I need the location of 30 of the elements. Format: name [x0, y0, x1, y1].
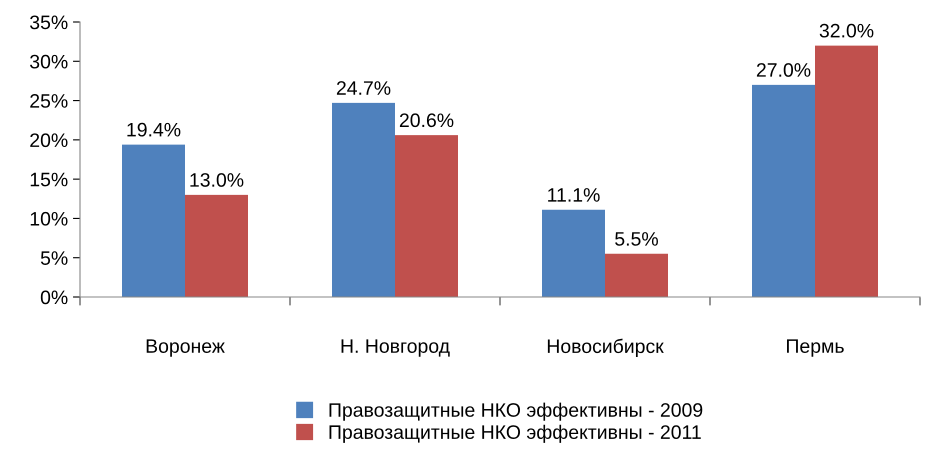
- y-tick-label: 0%: [40, 290, 68, 304]
- x-tick-label: Новосибирск: [548, 338, 664, 357]
- y-tick-label: 30%: [30, 54, 68, 69]
- bar: [332, 102, 395, 297]
- x-tick-label: Воронеж: [146, 339, 225, 357]
- bar: [605, 254, 668, 297]
- data-label: 20.6%: [400, 113, 454, 128]
- bar: [395, 135, 458, 297]
- bar: [122, 144, 185, 297]
- y-tick-label: 15%: [30, 172, 68, 186]
- data-label: 11.1%: [548, 188, 600, 202]
- data-label: 13.0%: [190, 173, 244, 187]
- data-label: 19.4%: [127, 122, 180, 137]
- y-tick-label: 35%: [30, 15, 68, 30]
- data-label: 5.5%: [615, 232, 658, 246]
- y-tick-label: 20%: [30, 133, 68, 148]
- bar: [542, 210, 605, 297]
- bar: [185, 194, 248, 297]
- data-label: 27.0%: [756, 63, 810, 77]
- bar: [815, 46, 878, 297]
- legend-label: Правозащитные НКО эффективны - 2011: [330, 424, 701, 443]
- legend-label: Правозащитные НКО эффективны - 2009: [330, 402, 702, 421]
- y-tick-label: 5%: [40, 251, 68, 265]
- data-label: 32.0%: [820, 24, 874, 38]
- y-tick-label: 25%: [30, 94, 68, 108]
- x-tick-label: Н. Новгород: [342, 339, 450, 357]
- bar: [752, 84, 815, 297]
- data-label: 24.7%: [336, 81, 390, 95]
- x-tick-label: Пермь: [787, 339, 844, 357]
- y-tick-label: 10%: [30, 212, 68, 226]
